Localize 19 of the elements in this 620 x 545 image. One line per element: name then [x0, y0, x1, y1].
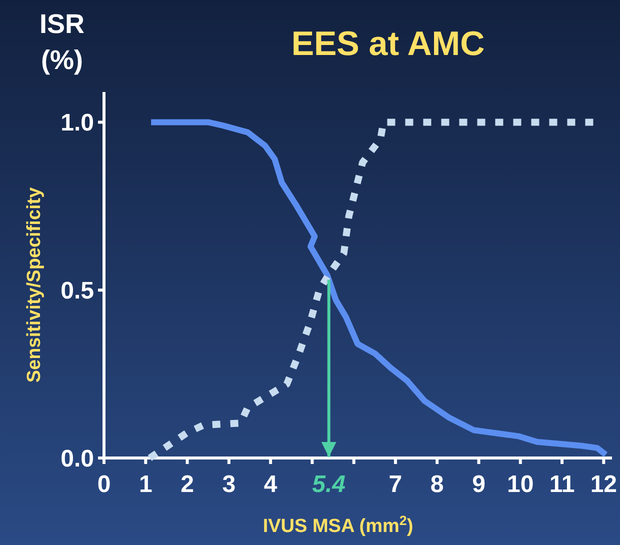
- x-tick-label: 3: [222, 471, 236, 498]
- chart-title: EES at AMC: [291, 25, 485, 63]
- x-tick-label: 7: [388, 471, 402, 498]
- text: ISR (%): [39, 9, 85, 75]
- x-tick-label: 4: [264, 471, 278, 498]
- x-tick-label: 0: [97, 471, 111, 498]
- x-tick-label: 2: [180, 471, 194, 498]
- x-axis-title: IVUS MSA (mm$^{2}$): [262, 512, 414, 537]
- x-tick-label: 8: [430, 471, 444, 498]
- y-tick-label: 1.0: [60, 110, 94, 137]
- y-tick-label: 0.0: [60, 445, 94, 472]
- x-tick-label: 9: [472, 471, 486, 498]
- x-tick-label: 1: [138, 471, 152, 498]
- x-tick-label: 12: [590, 471, 618, 498]
- y-tick-label: 0.5: [60, 278, 94, 305]
- x-tick-label: 10: [507, 471, 534, 498]
- x-tick-label: 11: [549, 471, 575, 498]
- y-axis-title: Sensitivity/Specificity: [24, 186, 45, 383]
- ref-line-label: 5.4: [312, 471, 346, 498]
